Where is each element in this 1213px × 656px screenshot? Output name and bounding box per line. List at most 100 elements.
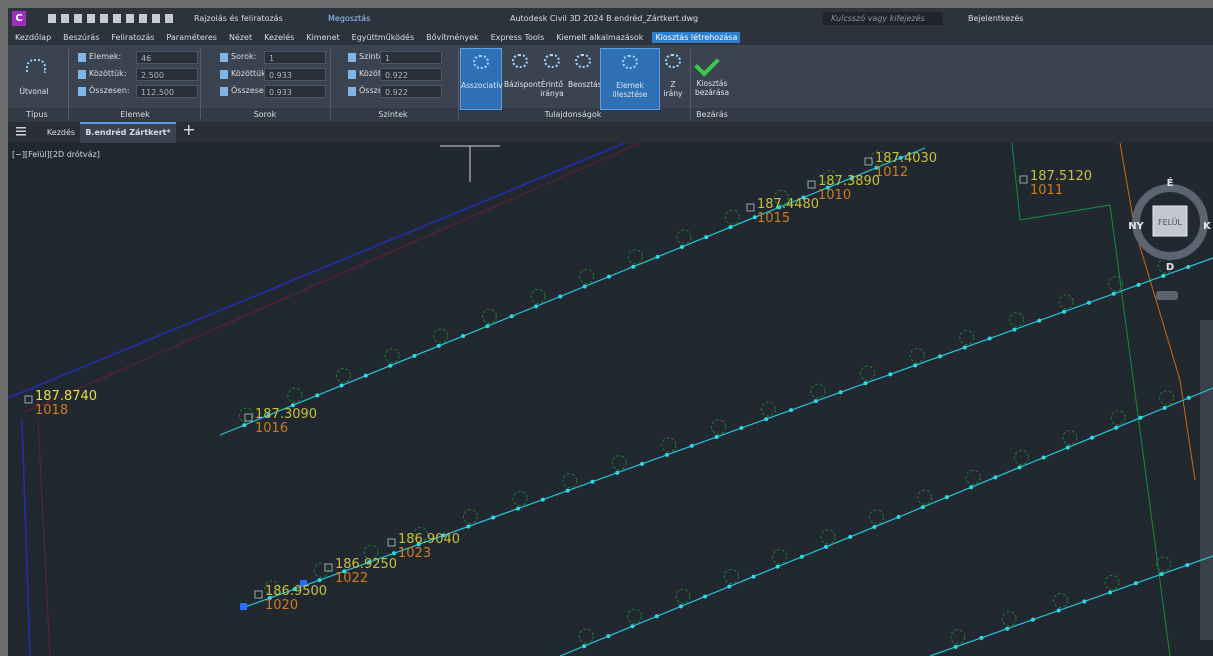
field-input[interactable]: 0.933 (264, 85, 326, 98)
compass-east: K (1203, 221, 1212, 232)
layout-node (242, 423, 247, 428)
field-input[interactable]: 0.933 (264, 68, 326, 81)
quick-access-toolbar[interactable] (48, 14, 178, 23)
sign-in[interactable]: Bejelentkezés (968, 14, 1024, 23)
grip[interactable] (300, 580, 307, 587)
viewport-label[interactable]: [−][Felül][2D drótváz] (12, 149, 100, 159)
field-label: Sorok: (231, 52, 257, 61)
ribbon-tab[interactable]: Kezelés (264, 33, 295, 42)
layout-node (441, 533, 446, 538)
ribbon-tab[interactable]: Express Tools (490, 33, 545, 42)
button-label: Elemek illesztése (612, 81, 648, 99)
ribbon-tab[interactable]: Együttműködés (351, 33, 415, 42)
layout-node (1138, 415, 1143, 420)
ribbon-tab[interactable]: Bővítmények (426, 33, 479, 42)
button-label: Asszociatív (461, 81, 503, 90)
point-number: 1020 (265, 598, 298, 613)
ribbon-tab[interactable]: Feliratozás (111, 33, 155, 42)
property-button[interactable]: Bázispont (504, 48, 541, 108)
type-button[interactable]: Útvonal (19, 87, 49, 96)
panel-label: Sorok (253, 110, 277, 119)
layout-node (1086, 300, 1091, 305)
point-marker[interactable] (244, 413, 253, 422)
title-bar: C Rajzolás és feliratozás Megosztás Auto… (8, 8, 1213, 30)
ribbon-tab[interactable]: Kimenet (306, 33, 340, 42)
tree-symbol (725, 209, 741, 225)
tree-symbol (1008, 312, 1024, 328)
field-input[interactable]: 2.500 (136, 68, 198, 81)
point-marker[interactable] (1019, 175, 1028, 184)
panel-label: Tulajdonságok (544, 110, 602, 119)
point-marker[interactable] (24, 395, 33, 404)
layout-node (1114, 425, 1119, 430)
point-elevation: 186.9250 (335, 557, 397, 572)
layout-node (888, 372, 893, 377)
layout-node (606, 634, 611, 639)
button-icon (473, 55, 489, 69)
workspace-selector[interactable]: Rajzolás és feliratozás (194, 14, 283, 23)
layout-node (775, 564, 780, 569)
ribbon-tab[interactable]: Kezdőlap (15, 33, 52, 42)
layout-node (727, 584, 732, 589)
tree-symbol (313, 562, 329, 578)
panel-separator (68, 49, 69, 119)
point-marker[interactable] (324, 563, 333, 572)
point-number: 1010 (818, 188, 851, 203)
panel-separator (690, 49, 691, 119)
field-input[interactable]: 46 (136, 51, 198, 64)
property-button[interactable]: Beosztás (568, 48, 602, 108)
layout-node (1090, 435, 1095, 440)
point-marker[interactable] (387, 538, 396, 547)
ribbon-tab[interactable]: Kiemelt alkalmazások (556, 33, 644, 42)
file-tab[interactable]: B.endréd Zártkert* (80, 122, 176, 143)
layout-node (292, 587, 297, 592)
field-input[interactable]: 0.922 (380, 85, 442, 98)
layout-node (485, 324, 490, 329)
point-marker[interactable] (746, 203, 755, 212)
point-marker[interactable] (254, 590, 263, 599)
menu-icon[interactable] (16, 127, 26, 136)
layout-node (1133, 581, 1138, 586)
field-input[interactable]: 1 (380, 51, 442, 64)
view-cube-face[interactable]: FELÜL (1158, 217, 1183, 227)
layout-node (920, 505, 925, 510)
property-button[interactable]: Z irány (660, 48, 686, 108)
ribbon-tab[interactable]: Paraméteres (166, 33, 217, 42)
tree-symbol (1110, 410, 1126, 426)
field-label: Elemek: (89, 52, 122, 61)
tree-symbol (773, 189, 789, 205)
field-label: Összesen: (231, 86, 272, 95)
field-input[interactable]: 0.922 (380, 68, 442, 81)
property-button[interactable]: Érintő iránya (538, 48, 566, 108)
layout-node (391, 551, 396, 556)
point-marker[interactable] (807, 180, 816, 189)
field-input[interactable]: 112.500 (136, 85, 198, 98)
layout-node (565, 488, 570, 493)
point-elevation: 186.9040 (398, 532, 460, 547)
property-button[interactable]: Elemek illesztése (600, 48, 660, 110)
file-tab[interactable]: Kezdés (46, 128, 76, 137)
app-icon[interactable]: C (12, 11, 26, 26)
tree-symbol (772, 549, 788, 565)
layout-node (979, 635, 984, 640)
layout-node (752, 215, 757, 220)
layout-node (534, 304, 539, 309)
new-tab[interactable] (184, 125, 194, 135)
search-box[interactable]: Kulcsszó vagy kifejezés (823, 12, 943, 25)
layout-node (969, 485, 974, 490)
share-button[interactable]: Megosztás (328, 14, 371, 23)
ribbon-tab[interactable]: Kiosztás létrehozása (652, 32, 741, 43)
ribbon-tab[interactable]: Beszúrás (63, 33, 100, 42)
route-icon[interactable] (26, 59, 46, 73)
layout-node (655, 254, 660, 259)
point-marker[interactable] (864, 157, 873, 166)
field-input[interactable]: 1 (264, 51, 326, 64)
property-button[interactable]: Asszociatív (460, 48, 503, 110)
grip[interactable] (240, 603, 247, 610)
button-label: Beosztás (568, 80, 602, 89)
tree-symbol (661, 437, 677, 453)
layout-node (315, 393, 320, 398)
ribbon-tab[interactable]: Nézet (228, 33, 253, 42)
close-button[interactable]: Kiosztás bezárása (694, 79, 730, 97)
